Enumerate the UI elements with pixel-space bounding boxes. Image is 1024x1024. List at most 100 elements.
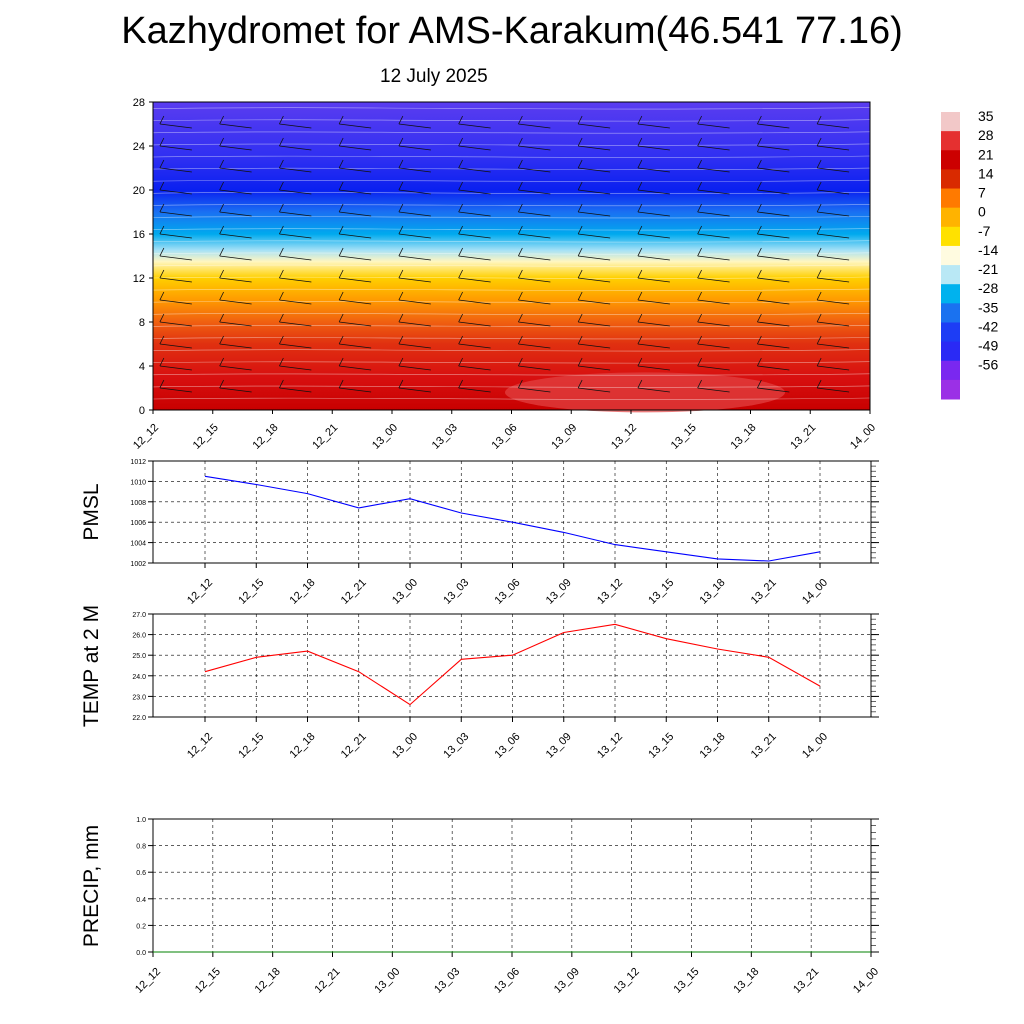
wind-barb <box>518 181 551 195</box>
wind-barb <box>518 203 551 217</box>
wind-barb <box>279 181 312 195</box>
wind-barb <box>159 291 192 305</box>
x-tick-label: 13_03 <box>430 422 460 452</box>
wind-barb <box>458 225 491 239</box>
contour-line <box>152 325 871 328</box>
x-tick-label: 12_21 <box>339 731 369 761</box>
wind-barb <box>757 181 790 195</box>
wind-barb <box>697 247 730 261</box>
wind-barb <box>338 159 372 173</box>
wind-barb <box>458 203 491 217</box>
y-tick-label: 26.0 <box>132 633 146 640</box>
colorbar-segment <box>941 150 960 170</box>
x-tick-label: 12_15 <box>191 422 221 452</box>
wind-barb <box>279 357 312 371</box>
wind-barb <box>816 291 850 305</box>
colorbar-segment <box>941 188 960 209</box>
colorbar-label: 28 <box>978 127 994 143</box>
wind-barb <box>219 269 252 283</box>
y-tick-label: 25.0 <box>132 653 146 660</box>
x-tick-label: 13_09 <box>544 577 574 607</box>
wind-barb <box>637 159 670 173</box>
wind-barb <box>697 335 730 349</box>
x-tick-label: 13_06 <box>490 422 520 452</box>
x-tick-label: 13_06 <box>492 966 522 996</box>
wind-barb <box>398 269 431 283</box>
wind-barb <box>518 225 551 239</box>
wind-barb <box>159 313 192 327</box>
contour-line <box>152 397 871 400</box>
x-tick-label: 13_03 <box>441 731 471 761</box>
wind-barb <box>637 379 670 393</box>
wind-barb <box>279 379 312 393</box>
colorbar-label: -49 <box>978 338 998 354</box>
wind-barb <box>159 181 192 195</box>
x-tick-label: 13_15 <box>646 577 676 607</box>
wind-barb <box>518 379 551 393</box>
wind-barb <box>697 291 730 305</box>
wind-barb <box>219 313 252 327</box>
wind-barb <box>338 137 372 151</box>
colorbar-label: -28 <box>978 280 998 296</box>
wind-barb <box>159 137 192 151</box>
wind-barb <box>816 115 850 129</box>
contour-line <box>152 216 871 219</box>
wind-barb <box>518 357 551 371</box>
wind-barb <box>577 181 611 195</box>
wind-barb <box>219 181 252 195</box>
x-tick-label: 13_21 <box>749 731 779 761</box>
wind-barb <box>398 379 431 393</box>
wind-barb <box>279 203 312 217</box>
wind-barb <box>637 225 670 239</box>
wind-barb <box>338 313 372 327</box>
y-tick-label: 0.2 <box>136 923 146 930</box>
wind-barb <box>279 137 312 151</box>
wind-barb <box>279 313 312 327</box>
contour-line <box>152 119 871 122</box>
wind-barb <box>697 181 730 195</box>
y-tick-label: 0.8 <box>136 844 146 851</box>
panel-frame <box>152 460 872 564</box>
wind-barb <box>458 137 491 151</box>
chart-subtitle: 12 July 2025 <box>380 66 488 87</box>
wind-barb <box>159 225 192 239</box>
y-tick-label: 4 <box>139 361 145 373</box>
wind-barb <box>219 137 252 151</box>
contour-line <box>152 131 871 134</box>
x-tick-label: 13_00 <box>372 966 402 996</box>
wind-barb <box>757 247 790 261</box>
y-tick-label: 12 <box>133 273 145 285</box>
wind-barb <box>757 335 790 349</box>
colorbar-segment <box>941 245 960 266</box>
wind-barb <box>159 269 192 283</box>
wind-barb <box>338 225 372 239</box>
wind-barb <box>219 379 252 393</box>
wind-barb <box>697 225 730 239</box>
y-tick-label: 1006 <box>130 520 146 527</box>
wind-barb <box>518 313 551 327</box>
wind-barb <box>637 313 670 327</box>
y-tick-label: 20 <box>133 185 145 197</box>
x-tick-label: 12_18 <box>253 966 283 996</box>
wind-barb <box>338 247 372 261</box>
x-tick-label: 13_09 <box>549 422 579 452</box>
wind-barb <box>757 115 790 129</box>
wind-barb <box>159 247 192 261</box>
y-tick-label: 23.0 <box>132 694 146 701</box>
x-tick-label: 13_12 <box>595 577 625 607</box>
wind-barb <box>757 269 790 283</box>
wind-barb <box>577 159 611 173</box>
colorbar-segment <box>941 284 960 304</box>
x-tick-label: 14_00 <box>800 731 830 761</box>
wind-barb <box>816 335 850 349</box>
colorbar-segment <box>941 303 960 323</box>
y-axis-label: TEMP at 2 M <box>80 605 103 727</box>
x-tick-label: 13_03 <box>441 577 471 607</box>
wind-barb <box>458 379 491 393</box>
contour-line <box>152 313 871 316</box>
wind-barb <box>219 291 252 305</box>
wind-barb <box>637 291 670 305</box>
wind-barb <box>458 159 491 173</box>
x-tick-label: 13_12 <box>609 422 639 452</box>
